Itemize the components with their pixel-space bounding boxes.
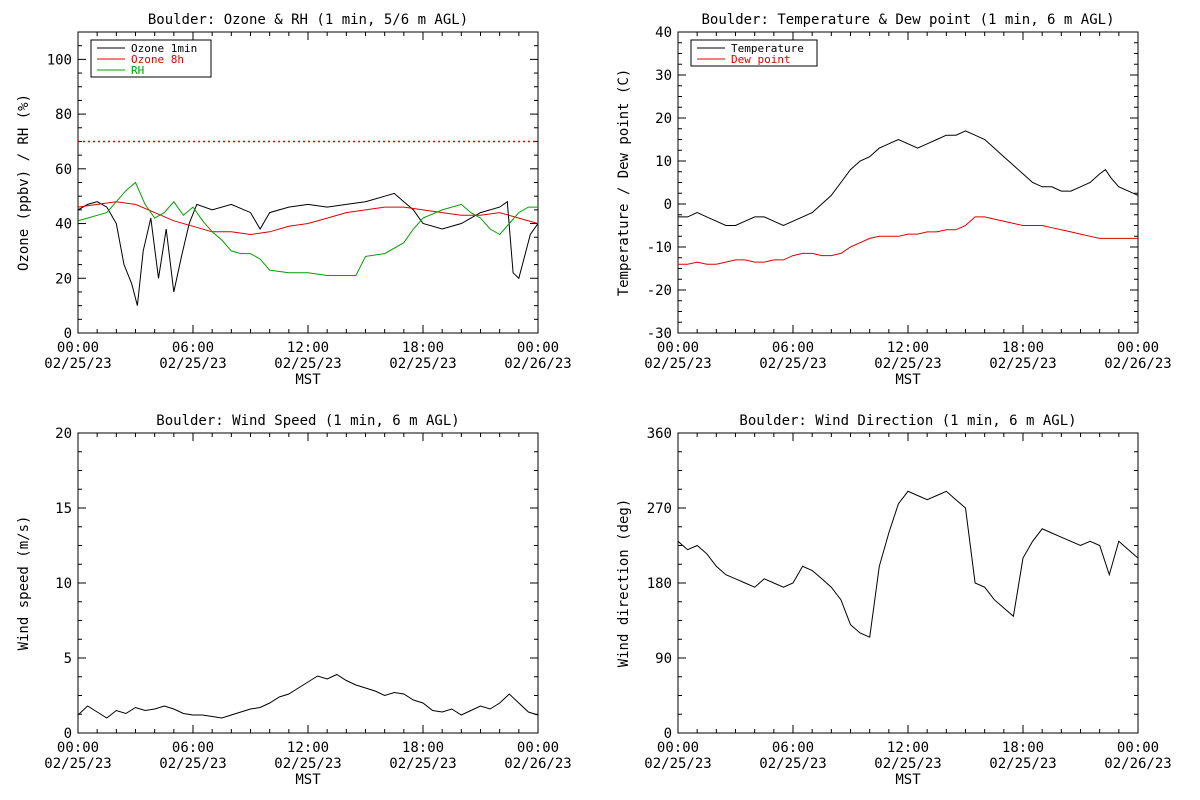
legend-label: Dew point <box>731 53 791 66</box>
x-tick-label: 00:00 <box>657 740 699 756</box>
x-tick-label: 18:00 <box>402 740 444 756</box>
x-tick-date-label: 02/25/23 <box>874 356 941 372</box>
x-tick-date-label: 02/25/23 <box>644 756 711 772</box>
chart-title: Boulder: Temperature & Dew point (1 min,… <box>701 12 1114 28</box>
x-tick-label: 18:00 <box>402 340 444 356</box>
x-tick-label: 00:00 <box>657 340 699 356</box>
y-axis-label: Temperature / Dew point (C) <box>616 69 632 297</box>
y-tick-label: 40 <box>655 25 672 41</box>
legend-label: Ozone 1min <box>131 42 197 55</box>
y-tick-label: 270 <box>647 501 672 517</box>
chart-panel-1: Boulder: Ozone & RH (1 min, 5/6 m AGL)00… <box>16 12 572 388</box>
plot-frame <box>677 432 1139 734</box>
y-tick-label: 0 <box>64 726 72 742</box>
x-tick-date-label: 02/26/23 <box>1104 756 1171 772</box>
x-tick-date-label: 02/25/23 <box>389 356 456 372</box>
y-axis-label: Ozone (ppbv) / RH (%) <box>16 94 32 271</box>
series-line-ozone-8h <box>78 201 538 236</box>
plot-frame <box>77 432 539 734</box>
x-axis-label: MST <box>295 772 321 788</box>
x-tick-date-label: 02/26/23 <box>1104 356 1171 372</box>
y-axis-label: Wind direction (deg) <box>616 499 632 668</box>
series-line-data <box>78 673 538 719</box>
legend-label: Temperature <box>731 42 804 55</box>
y-tick-label: 0 <box>664 197 672 213</box>
series-line-ozone-1min <box>78 192 538 306</box>
chart-panel-4: Boulder: Wind Direction (1 min, 6 m AGL)… <box>616 413 1172 788</box>
y-tick-label: 15 <box>55 501 72 517</box>
x-tick-date-label: 02/25/23 <box>44 756 111 772</box>
y-tick-label: 0 <box>64 326 72 342</box>
y-tick-label: 180 <box>647 576 672 592</box>
y-tick-label: -10 <box>647 240 672 256</box>
x-tick-label: 00:00 <box>517 340 559 356</box>
series-line-data <box>678 490 1138 638</box>
x-tick-label: 00:00 <box>1117 740 1159 756</box>
y-tick-label: 20 <box>55 426 72 442</box>
x-axis-label: MST <box>895 772 921 788</box>
x-tick-date-label: 02/25/23 <box>874 756 941 772</box>
x-tick-date-label: 02/25/23 <box>44 356 111 372</box>
y-tick-label: -20 <box>647 283 672 299</box>
x-tick-label: 18:00 <box>1002 740 1044 756</box>
chart-title: Boulder: Wind Speed (1 min, 6 m AGL) <box>156 413 459 429</box>
series-line-rh <box>78 181 538 276</box>
x-tick-date-label: 02/25/23 <box>274 356 341 372</box>
x-tick-label: 12:00 <box>887 740 929 756</box>
x-tick-date-label: 02/25/23 <box>759 756 826 772</box>
y-tick-label: 80 <box>55 107 72 123</box>
y-tick-label: 20 <box>55 271 72 287</box>
y-tick-label: -30 <box>647 326 672 342</box>
x-tick-label: 06:00 <box>772 340 814 356</box>
series-line-dew-point <box>678 216 1138 265</box>
x-tick-date-label: 02/26/23 <box>504 756 571 772</box>
x-tick-date-label: 02/25/23 <box>274 756 341 772</box>
chart-title: Boulder: Wind Direction (1 min, 6 m AGL) <box>739 413 1076 429</box>
legend-box <box>690 39 818 67</box>
x-tick-label: 00:00 <box>1117 340 1159 356</box>
y-tick-label: 90 <box>655 651 672 667</box>
y-tick-label: 5 <box>64 651 72 667</box>
y-tick-label: 20 <box>655 111 672 127</box>
y-tick-label: 60 <box>55 162 72 178</box>
x-tick-date-label: 02/25/23 <box>644 356 711 372</box>
x-tick-label: 00:00 <box>57 340 99 356</box>
x-tick-date-label: 02/26/23 <box>504 356 571 372</box>
x-tick-label: 00:00 <box>57 740 99 756</box>
x-tick-label: 06:00 <box>772 740 814 756</box>
x-tick-label: 00:00 <box>517 740 559 756</box>
chart-panel-2: Boulder: Temperature & Dew point (1 min,… <box>616 12 1172 388</box>
x-tick-label: 06:00 <box>172 340 214 356</box>
chart-panel-3: Boulder: Wind Speed (1 min, 6 m AGL) 00:0… <box>16 413 572 788</box>
y-tick-label: 360 <box>647 426 672 442</box>
legend-label: Ozone 8h <box>131 53 184 66</box>
x-tick-date-label: 02/25/23 <box>989 756 1056 772</box>
x-tick-date-label: 02/25/23 <box>159 756 226 772</box>
chart-title: Boulder: Ozone & RH (1 min, 5/6 m AGL) <box>148 12 468 28</box>
x-tick-label: 12:00 <box>887 340 929 356</box>
x-tick-date-label: 02/25/23 <box>759 356 826 372</box>
y-tick-label: 0 <box>664 726 672 742</box>
x-tick-date-label: 02/25/23 <box>159 356 226 372</box>
x-axis-label: MST <box>295 372 321 388</box>
plot-frame <box>677 31 1139 334</box>
x-tick-label: 18:00 <box>1002 340 1044 356</box>
x-tick-date-label: 02/25/23 <box>989 356 1056 372</box>
y-tick-label: 30 <box>655 68 672 84</box>
x-tick-label: 12:00 <box>287 340 329 356</box>
y-tick-label: 10 <box>55 576 72 592</box>
x-axis-label: MST <box>895 372 921 388</box>
y-tick-label: 40 <box>55 217 72 233</box>
x-tick-date-label: 02/25/23 <box>389 756 456 772</box>
series-line-temperature <box>678 130 1138 227</box>
y-tick-label: 100 <box>47 52 72 68</box>
y-tick-label: 10 <box>655 154 672 170</box>
x-tick-label: 06:00 <box>172 740 214 756</box>
legend-label: RH <box>131 64 144 77</box>
y-axis-label: Wind speed (m/s) <box>16 516 32 651</box>
x-tick-label: 12:00 <box>287 740 329 756</box>
